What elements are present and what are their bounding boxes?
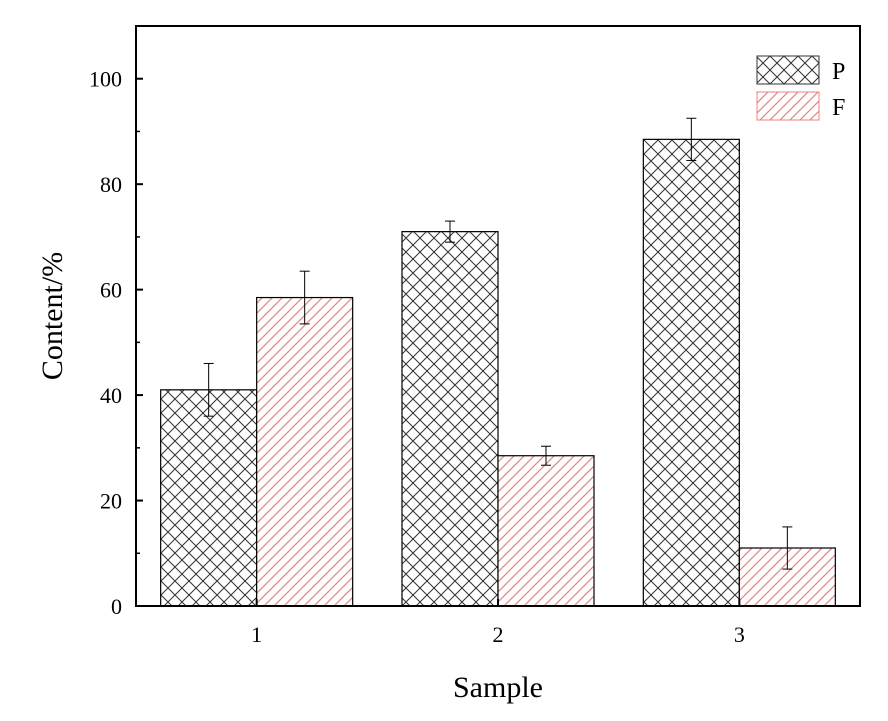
x-axis: 1 2 3 xyxy=(251,599,745,647)
y-tick-label: 100 xyxy=(89,67,122,92)
y-axis: 0 20 40 60 80 100 xyxy=(89,67,143,619)
error-bar-f-2 xyxy=(541,445,551,466)
error-bar-p-3 xyxy=(686,117,697,161)
legend-swatch-p xyxy=(756,55,820,85)
x-tick-label: 1 xyxy=(251,622,262,647)
bar-p-1 xyxy=(160,389,258,607)
bar-p-3 xyxy=(642,138,740,607)
error-bar-p-1 xyxy=(203,362,214,417)
x-tick-label: 2 xyxy=(493,622,504,647)
legend-swatch-f xyxy=(756,91,820,121)
error-bar-f-1 xyxy=(299,270,310,325)
x-axis-title: Sample xyxy=(453,671,543,704)
error-bar-f-3 xyxy=(782,526,793,570)
legend: P F xyxy=(756,55,845,121)
y-tick-label: 80 xyxy=(100,172,122,197)
bar-p-2 xyxy=(401,231,499,607)
y-tick-label: 40 xyxy=(100,383,122,408)
bar-f-1 xyxy=(256,296,354,607)
legend-label-f: F xyxy=(832,95,845,121)
error-bar-p-2 xyxy=(445,220,455,243)
error-bars-group xyxy=(203,117,793,570)
bars-group xyxy=(160,138,836,607)
y-tick-label: 20 xyxy=(100,489,122,514)
legend-label-p: P xyxy=(832,59,845,85)
y-tick-label: 0 xyxy=(111,594,122,619)
y-tick-label: 60 xyxy=(100,278,122,303)
x-tick-label: 3 xyxy=(734,622,745,647)
bar-f-2 xyxy=(497,455,595,607)
y-axis-title: Content/% xyxy=(36,252,69,380)
